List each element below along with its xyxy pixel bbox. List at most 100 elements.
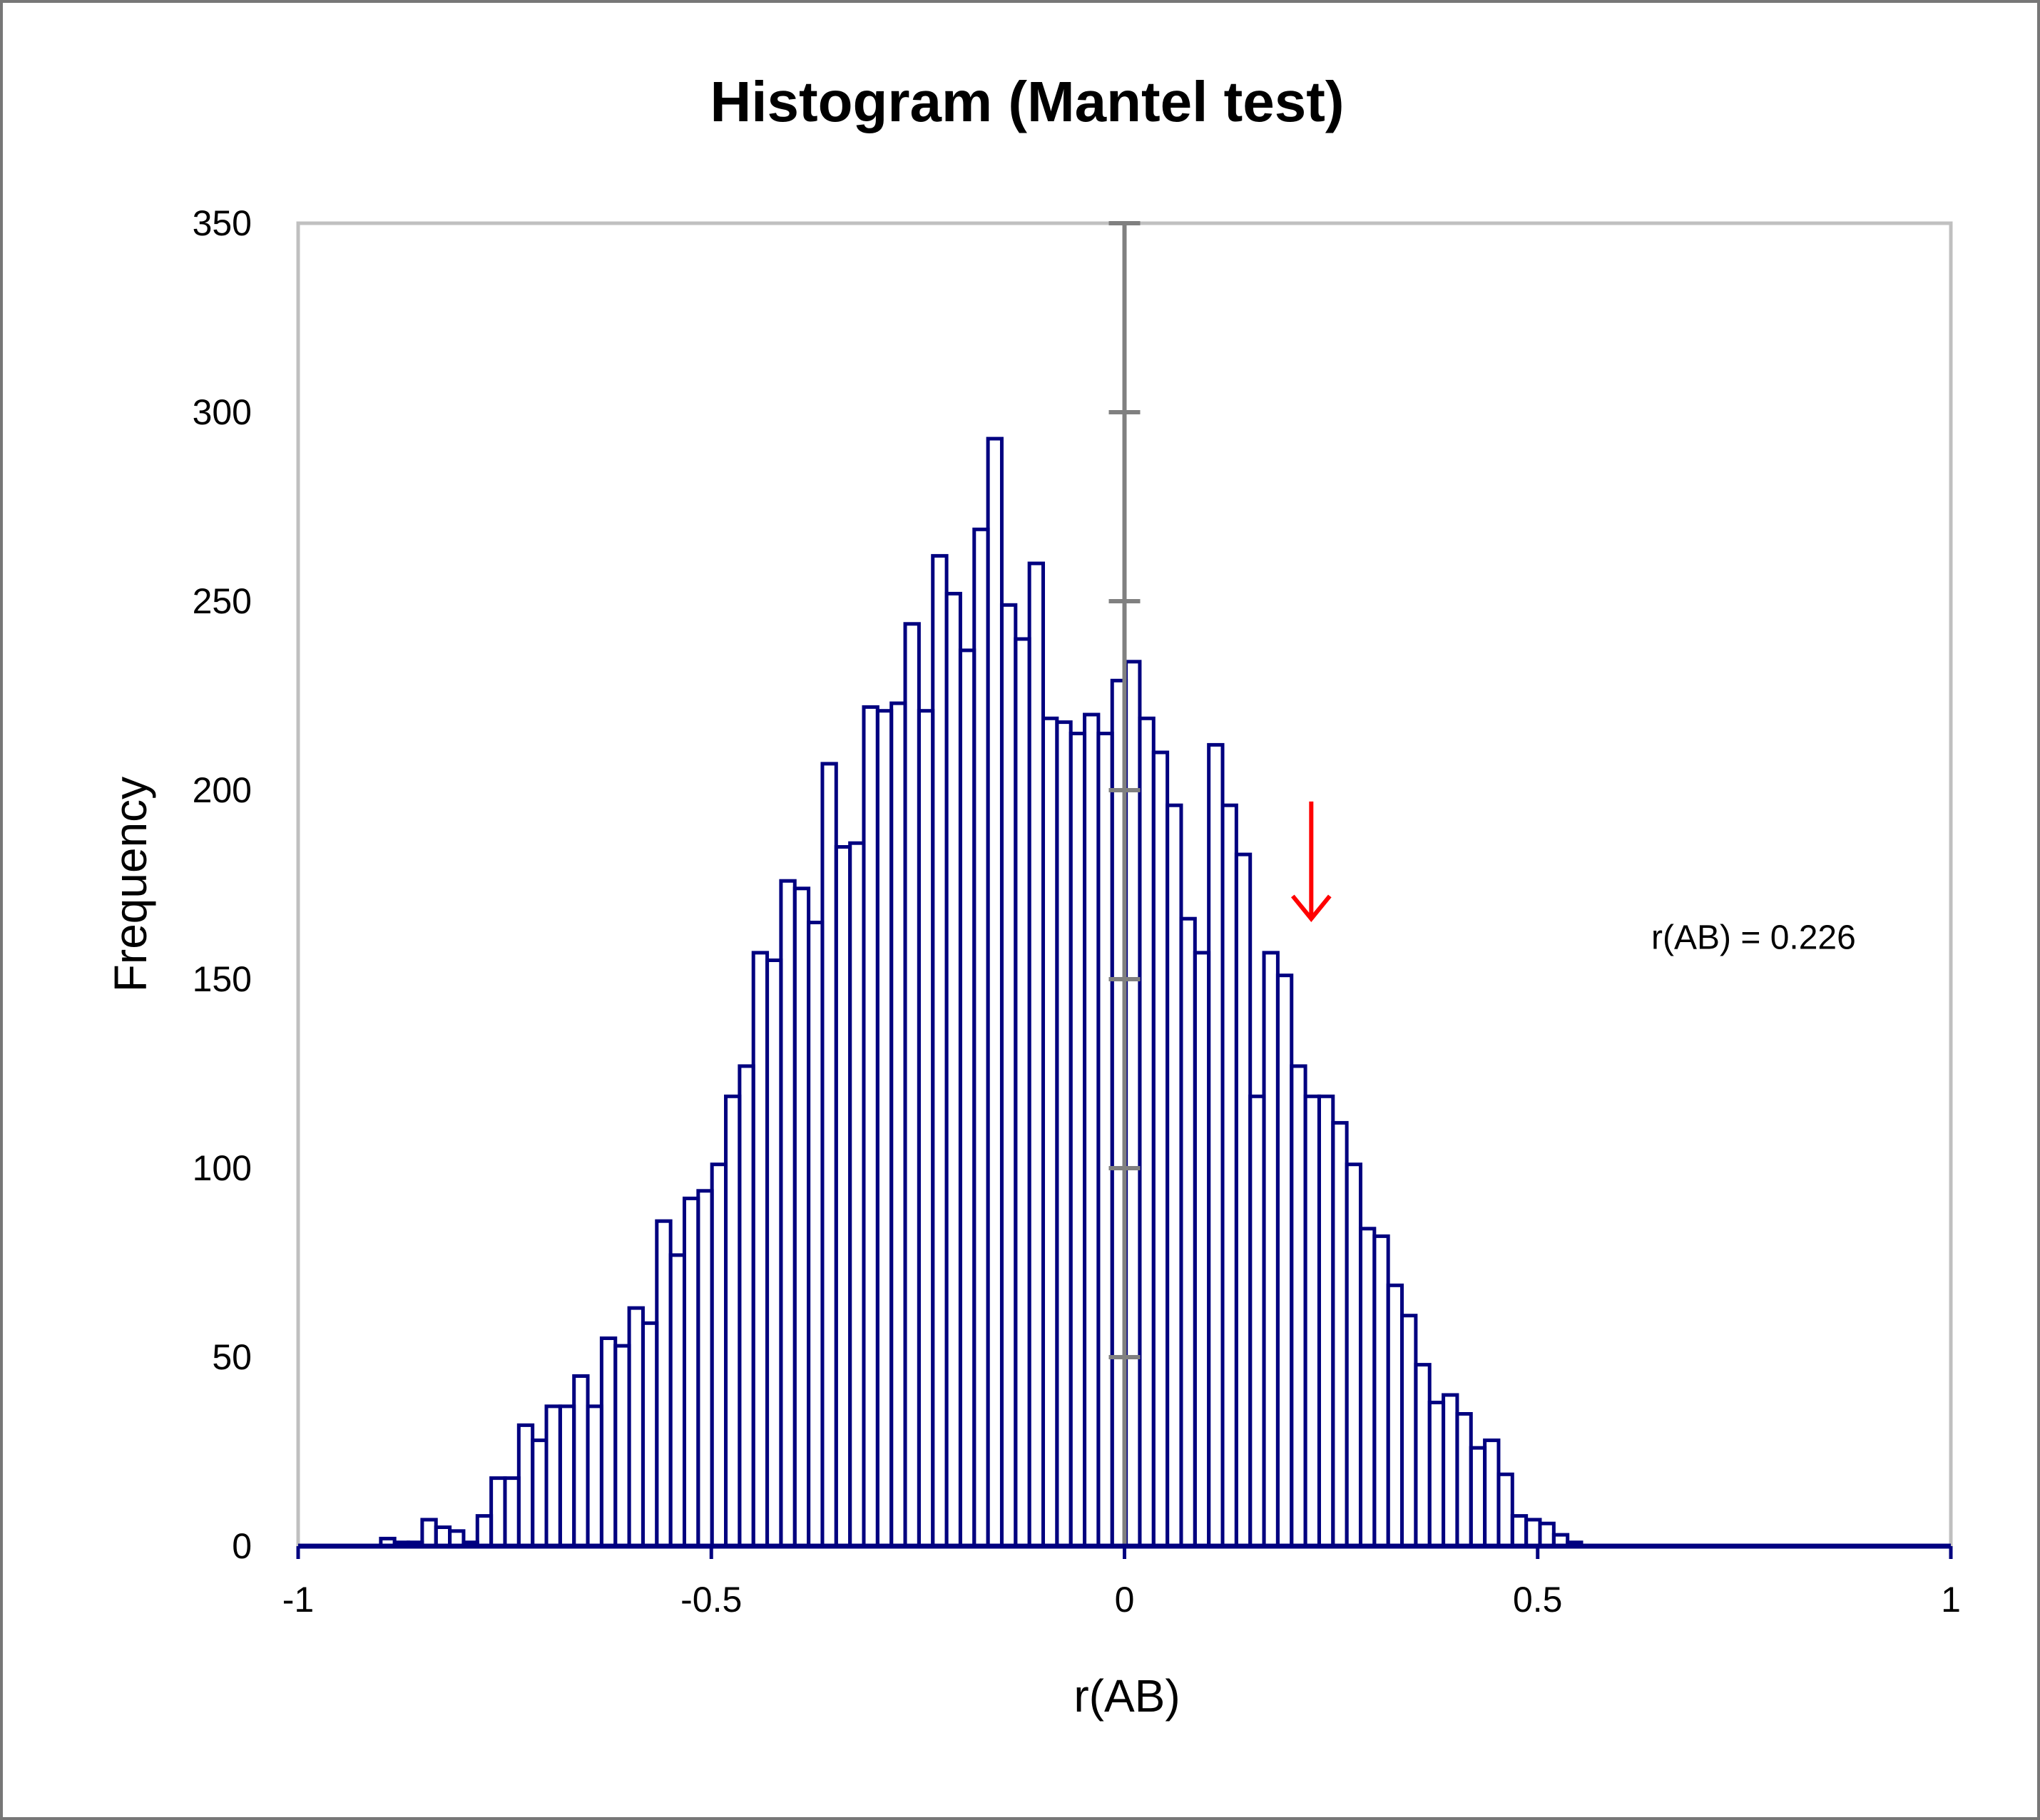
histogram-bar [1166,803,1183,1548]
histogram-bar [1524,1518,1542,1548]
y-tick-labels: 0 50 100 150 200 250 300 350 [193,203,252,1566]
x-tick-label: 1 [1941,1580,1961,1620]
histogram-bar [1455,1412,1473,1548]
histogram-bar [958,648,976,1548]
histogram-bar [1442,1393,1459,1548]
y-tick-label: 0 [232,1526,252,1566]
histogram-bar [489,1476,507,1548]
histogram-bar [1248,1094,1266,1548]
histogram-bar [834,845,852,1548]
histogram-bar [1014,637,1031,1548]
histogram-bar [972,527,990,1548]
histogram-bar [1386,1283,1404,1548]
histogram-bar [1400,1314,1418,1548]
histogram-bar [751,951,770,1548]
histogram-bar [986,436,1004,1548]
y-tick-label: 150 [193,959,252,999]
histogram-bar [1372,1234,1390,1548]
histogram-bar [1290,1064,1307,1548]
histogram-bar [889,701,907,1548]
annotation-label: r(AB) = 0.226 [1651,919,1856,957]
histogram-bar [1483,1438,1501,1548]
histogram-bar [724,1094,742,1548]
y-tick-label: 250 [193,581,252,621]
histogram-bar [1083,712,1101,1548]
histogram-bar [1220,803,1238,1548]
histogram-bar [475,1514,494,1548]
histogram-bar [738,1064,755,1548]
x-axis-label: r(AB) [1073,1670,1180,1722]
histogram-bar [544,1404,562,1548]
histogram-bar [1234,852,1253,1548]
histogram-bar [1041,716,1059,1548]
histogram-bar [848,841,866,1548]
histogram-bar [1193,951,1211,1548]
histogram-bar [531,1438,549,1548]
histogram-bar [682,1196,700,1548]
histogram-bar [917,709,935,1548]
chart-title: Histogram (Mantel test) [710,70,1345,133]
histogram-bar [1469,1446,1487,1548]
histogram-bar [572,1374,590,1548]
histogram-bar [862,705,879,1548]
histogram-bar [1138,716,1156,1548]
histogram-bar [944,591,962,1548]
histogram-bar [434,1525,452,1548]
y-tick-label: 50 [212,1337,252,1377]
histogram-bar [1331,1120,1349,1548]
histogram-bar [586,1404,603,1548]
histogram-bar [710,1162,728,1548]
histogram-bar [792,886,811,1548]
histogram-bar [1207,742,1225,1548]
histogram-bar [1496,1472,1514,1548]
histogram-bar [999,603,1018,1548]
histogram-bar [668,1253,686,1548]
histogram-bar [655,1219,673,1548]
histogram-bar [807,921,825,1548]
histogram-bar [931,553,949,1548]
histogram-bar [1179,916,1197,1548]
histogram-bar [641,1321,659,1548]
histogram-bar [1096,732,1114,1548]
histogram-bar [613,1344,631,1548]
y-axis-label: Frequency [105,777,156,992]
histogram-bar [1510,1514,1529,1548]
histogram-bar [1055,720,1073,1548]
annotation-arrow-head [1290,894,1332,922]
histogram-bar [1027,561,1046,1548]
histogram-bar [903,622,921,1548]
x-tick-label: 0.5 [1513,1580,1563,1620]
histogram-bar [1358,1227,1377,1548]
x-tick-label: -1 [282,1580,314,1620]
histogram-bar [516,1423,535,1548]
x-tick-labels: -1 -0.5 0 0.5 1 [282,1580,1961,1620]
y-tick-label: 200 [193,770,252,810]
histogram-bar [1317,1094,1335,1548]
histogram-bar [1345,1162,1362,1548]
histogram-bar [1303,1094,1321,1548]
x-tick-label: 0 [1115,1580,1135,1620]
histogram-bar [875,709,894,1548]
histogram-bar [765,958,783,1548]
histogram-bar [1262,951,1280,1548]
y-tick-label: 300 [193,392,252,432]
histogram-bar [503,1476,521,1548]
histogram-bar [558,1404,576,1548]
y-tick-label: 350 [193,203,252,243]
y-tick-label: 100 [193,1148,252,1188]
histogram-bar [696,1189,714,1548]
histogram-bar [1538,1521,1556,1548]
histogram-bar [420,1518,438,1548]
histogram-bar [779,879,797,1548]
histogram-bar [1275,973,1294,1548]
histogram-bar [1414,1363,1432,1548]
x-tick-label: -0.5 [680,1580,742,1620]
histogram-bar [627,1306,645,1548]
baseline-group [296,1543,1953,1559]
histogram-bar [1427,1401,1446,1548]
histogram-bar [1069,732,1087,1548]
histogram-bar [820,762,838,1548]
histogram-bar [1124,660,1142,1548]
histogram-bar [599,1336,618,1548]
